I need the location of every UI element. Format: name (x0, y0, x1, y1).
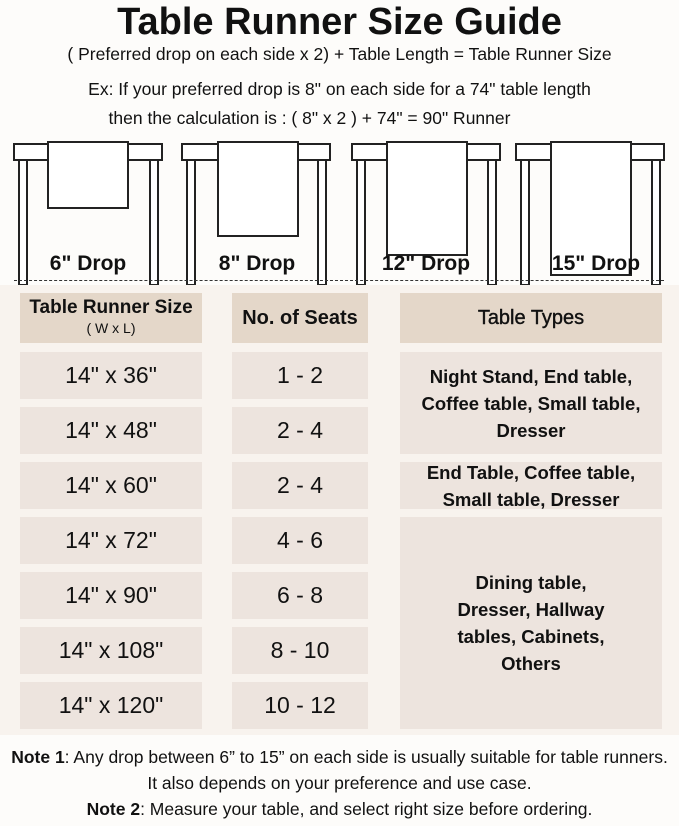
header-size-sub: ( W x L) (86, 320, 136, 336)
note-label: Note 1 (11, 747, 65, 767)
table-runner (550, 141, 632, 276)
size-cell: 14" x 48" (20, 407, 202, 454)
table-types-cell: Night Stand, End table, Coffee table, Sm… (400, 352, 662, 454)
size-table: Table Runner Size ( W x L) No. of Seats … (0, 285, 679, 735)
size-cell: 14" x 60" (20, 462, 202, 509)
note-text: : Measure your table, and select right s… (140, 799, 593, 819)
note-2: Note 2: Measure your table, and select r… (0, 796, 679, 822)
header-types: Table Types (400, 293, 662, 343)
formula: ( Preferred drop on each side x 2) + Tab… (67, 44, 612, 64)
seats-cell: 10 - 12 (232, 682, 368, 729)
header-size: Table Runner Size ( W x L) (20, 293, 202, 343)
size-cell: 14" x 72" (20, 517, 202, 564)
example-line-1: Ex: If your preferred drop is 8" on each… (88, 79, 591, 99)
table-runner (217, 141, 299, 237)
note-1: Note 1: Any drop between 6” to 15” on ea… (0, 744, 679, 796)
seats-cell: 2 - 4 (232, 407, 368, 454)
divider (14, 280, 664, 281)
drop-label: 8" Drop (218, 252, 296, 275)
seats-cell: 1 - 2 (232, 352, 368, 399)
drop-label: 15" Drop (551, 252, 641, 275)
size-cell: 14" x 90" (20, 572, 202, 619)
drop-label: 12" Drop (381, 252, 471, 275)
note-text: : Any drop between 6” to 15” on each sid… (64, 747, 668, 793)
size-cell: 14" x 36" (20, 352, 202, 399)
drop-label: 6" Drop (49, 252, 127, 275)
table-types-cell: End Table, Coffee table, Small table, Dr… (400, 462, 662, 510)
example-line-2: then the calculation is : ( 8" x 2 ) + 7… (108, 108, 511, 128)
note-label: Note 2 (86, 799, 141, 819)
header-seats: No. of Seats (232, 293, 368, 343)
seats-cell: 8 - 10 (232, 627, 368, 674)
table-runner (47, 141, 129, 209)
header-size-label: Table Runner Size (29, 297, 193, 318)
table-runner (386, 141, 468, 256)
page-title: Table Runner Size Guide (117, 1, 562, 43)
notes: Note 1: Any drop between 6” to 15” on ea… (0, 744, 679, 822)
size-cell: 14" x 120" (20, 682, 202, 729)
seats-cell: 4 - 6 (232, 517, 368, 564)
seats-cell: 6 - 8 (232, 572, 368, 619)
size-cell: 14" x 108" (20, 627, 202, 674)
drop-illustrations (13, 141, 665, 285)
seats-cell: 2 - 4 (232, 462, 368, 509)
table-types-cell: Dining table, Dresser, Hallway tables, C… (400, 517, 662, 729)
